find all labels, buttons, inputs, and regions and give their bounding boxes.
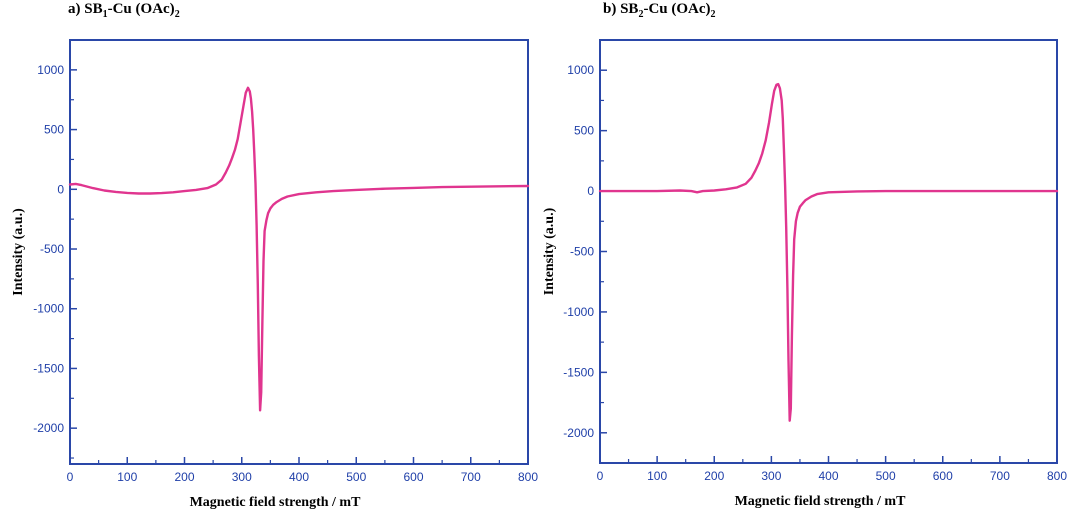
x-tick-label: 800 — [518, 470, 538, 484]
x-tick-label: 0 — [67, 470, 74, 484]
panel-a-title: a) SB1-Cu (OAc)2 — [68, 1, 180, 20]
x-tick-label: 300 — [761, 469, 781, 483]
y-tick-label: 1000 — [37, 63, 64, 77]
x-tick-label: 600 — [933, 469, 953, 483]
y-tick-label: 500 — [44, 123, 64, 137]
chart-panel-b: 0 100 200 300 400 500 600 700 800 -2000 -1500 -1000… — [542, 39, 1067, 509]
x-tick-label: 400 — [818, 469, 838, 483]
y-tick-label: 0 — [587, 184, 594, 198]
plot-frame — [69, 39, 529, 465]
plot-frame — [599, 39, 1058, 464]
y-tick-label: 1000 — [567, 63, 594, 77]
y-tick-label: 500 — [574, 124, 594, 138]
x-tick-label: 100 — [647, 469, 667, 483]
x-axis-title: Magnetic field strength / mT — [190, 495, 361, 510]
x-tick-label: 500 — [876, 469, 896, 483]
y-tick-label: -1500 — [33, 361, 64, 375]
x-tick-label: 700 — [990, 469, 1010, 483]
x-tick-label: 200 — [704, 469, 724, 483]
x-tick-label: 0 — [597, 469, 604, 483]
y-axis-title: Intensity (a.u.) — [542, 207, 557, 295]
y-tick-label: -2000 — [563, 426, 594, 440]
chart-panel-a: 0 100 200 300 400 500 600 700 800 -2000 -1500 -1000… — [11, 39, 538, 510]
y-tick-label: -1000 — [563, 305, 594, 319]
x-tick-label: 600 — [403, 470, 423, 484]
x-tick-label: 300 — [232, 470, 252, 484]
x-tick-label: 200 — [174, 470, 194, 484]
y-tick-label: -1500 — [563, 365, 594, 379]
y-tick-label: -500 — [570, 245, 594, 259]
panel-b-title: b) SB2-Cu (OAc)2 — [603, 1, 716, 20]
y-tick-label: -500 — [40, 242, 64, 256]
y-tick-label: -2000 — [33, 421, 64, 435]
y-tick-label: 0 — [57, 182, 64, 196]
x-tick-label: 400 — [289, 470, 309, 484]
y-axis-title: Intensity (a.u.) — [11, 208, 26, 296]
x-tick-label: 100 — [117, 470, 137, 484]
x-tick-label: 700 — [461, 470, 481, 484]
y-tick-label: -1000 — [33, 302, 64, 316]
epr-spectrum-line — [598, 82, 1059, 422]
epr-spectrum-line — [68, 86, 530, 412]
x-tick-label: 800 — [1047, 469, 1067, 483]
x-tick-label: 500 — [346, 470, 366, 484]
x-axis-title: Magnetic field strength / mT — [735, 494, 906, 509]
